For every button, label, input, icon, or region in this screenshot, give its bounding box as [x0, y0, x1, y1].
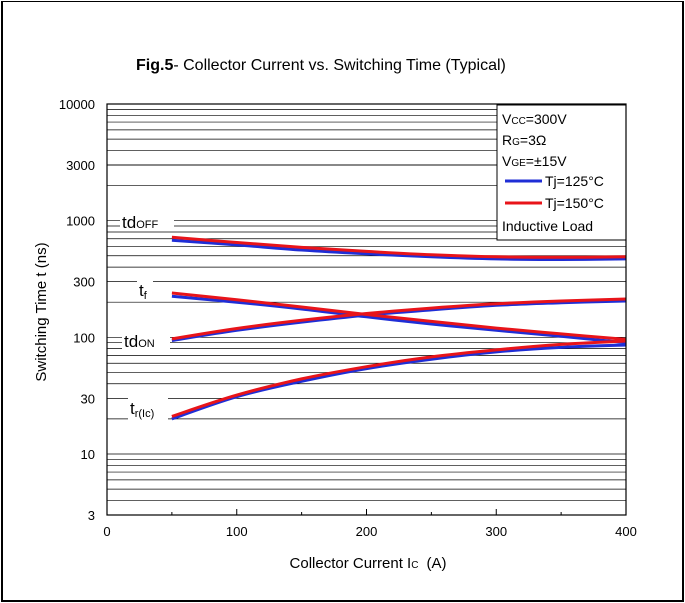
grid — [106, 103, 627, 516]
curve-label-bg-tdoff — [120, 210, 174, 230]
x-tick-label: 400 — [615, 524, 637, 539]
x-tick-labels: 0 100 200 300 400 — [103, 524, 636, 539]
y-tick-label: 300 — [73, 275, 95, 290]
y-tick-labels: 3 10 30 100 300 1000 3000 10000 — [59, 97, 95, 523]
x-tick-label: 100 — [226, 524, 248, 539]
series-line-tdon-125 — [171, 299, 627, 342]
condition-rg: RG=3Ω — [502, 132, 546, 148]
curve-label-tf: tf — [139, 281, 148, 302]
y-axis-label: Switching Time t (ns) — [33, 242, 50, 381]
series-line-tdoff-125 — [171, 238, 627, 262]
series-line-tdoff-150 — [171, 235, 627, 259]
legend-frame — [496, 104, 627, 241]
legend-label-150: Tj=150°C — [545, 195, 604, 211]
condition-vge: VGE=±15V — [502, 153, 567, 169]
x-tick-label: 0 — [103, 524, 110, 539]
chart-title: Fig.5- Collector Current vs. Switching T… — [136, 57, 506, 74]
series-lines — [171, 235, 627, 421]
series-line-tf-150 — [171, 291, 627, 341]
x-tick-label: 300 — [485, 524, 507, 539]
y-tick-label: 3000 — [66, 158, 95, 173]
y-tick-label: 1000 — [66, 214, 95, 229]
curve-label-tdoff: tdOFF — [122, 213, 158, 232]
plot-border — [106, 103, 627, 516]
curve-label-tdon: tdON — [124, 332, 155, 351]
condition-load: Inductive Load — [502, 218, 593, 234]
series-line-tdon-150 — [171, 297, 627, 341]
x-axis-label: Collector Current IC (A) — [290, 555, 447, 572]
y-tick-label: 10 — [81, 447, 95, 462]
y-tick-label: 30 — [81, 391, 95, 406]
y-tick-label: 100 — [73, 330, 95, 345]
series-line-trIc-150 — [171, 339, 627, 418]
legend-box: VCC=300V RG=3Ω VGE=±15V Tj=125°C Tj=150°… — [496, 104, 627, 241]
curve-label-bg-tr — [128, 397, 168, 421]
series-line-tf-125 — [171, 294, 627, 345]
y-tick-label: 3 — [88, 508, 95, 523]
curve-labels: tdOFF tf tdON tr(Ic) — [120, 210, 174, 421]
y-tick-label: 10000 — [59, 97, 95, 112]
curve-label-bg-tdon — [122, 330, 170, 350]
curve-label-bg-tf — [137, 279, 153, 301]
series-line-trIc-125 — [171, 343, 627, 421]
curve-label-tr: tr(Ic) — [130, 399, 154, 420]
condition-vcc: VCC=300V — [502, 111, 567, 127]
x-tick-label: 200 — [356, 524, 378, 539]
legend-label-125: Tj=125°C — [545, 173, 604, 189]
